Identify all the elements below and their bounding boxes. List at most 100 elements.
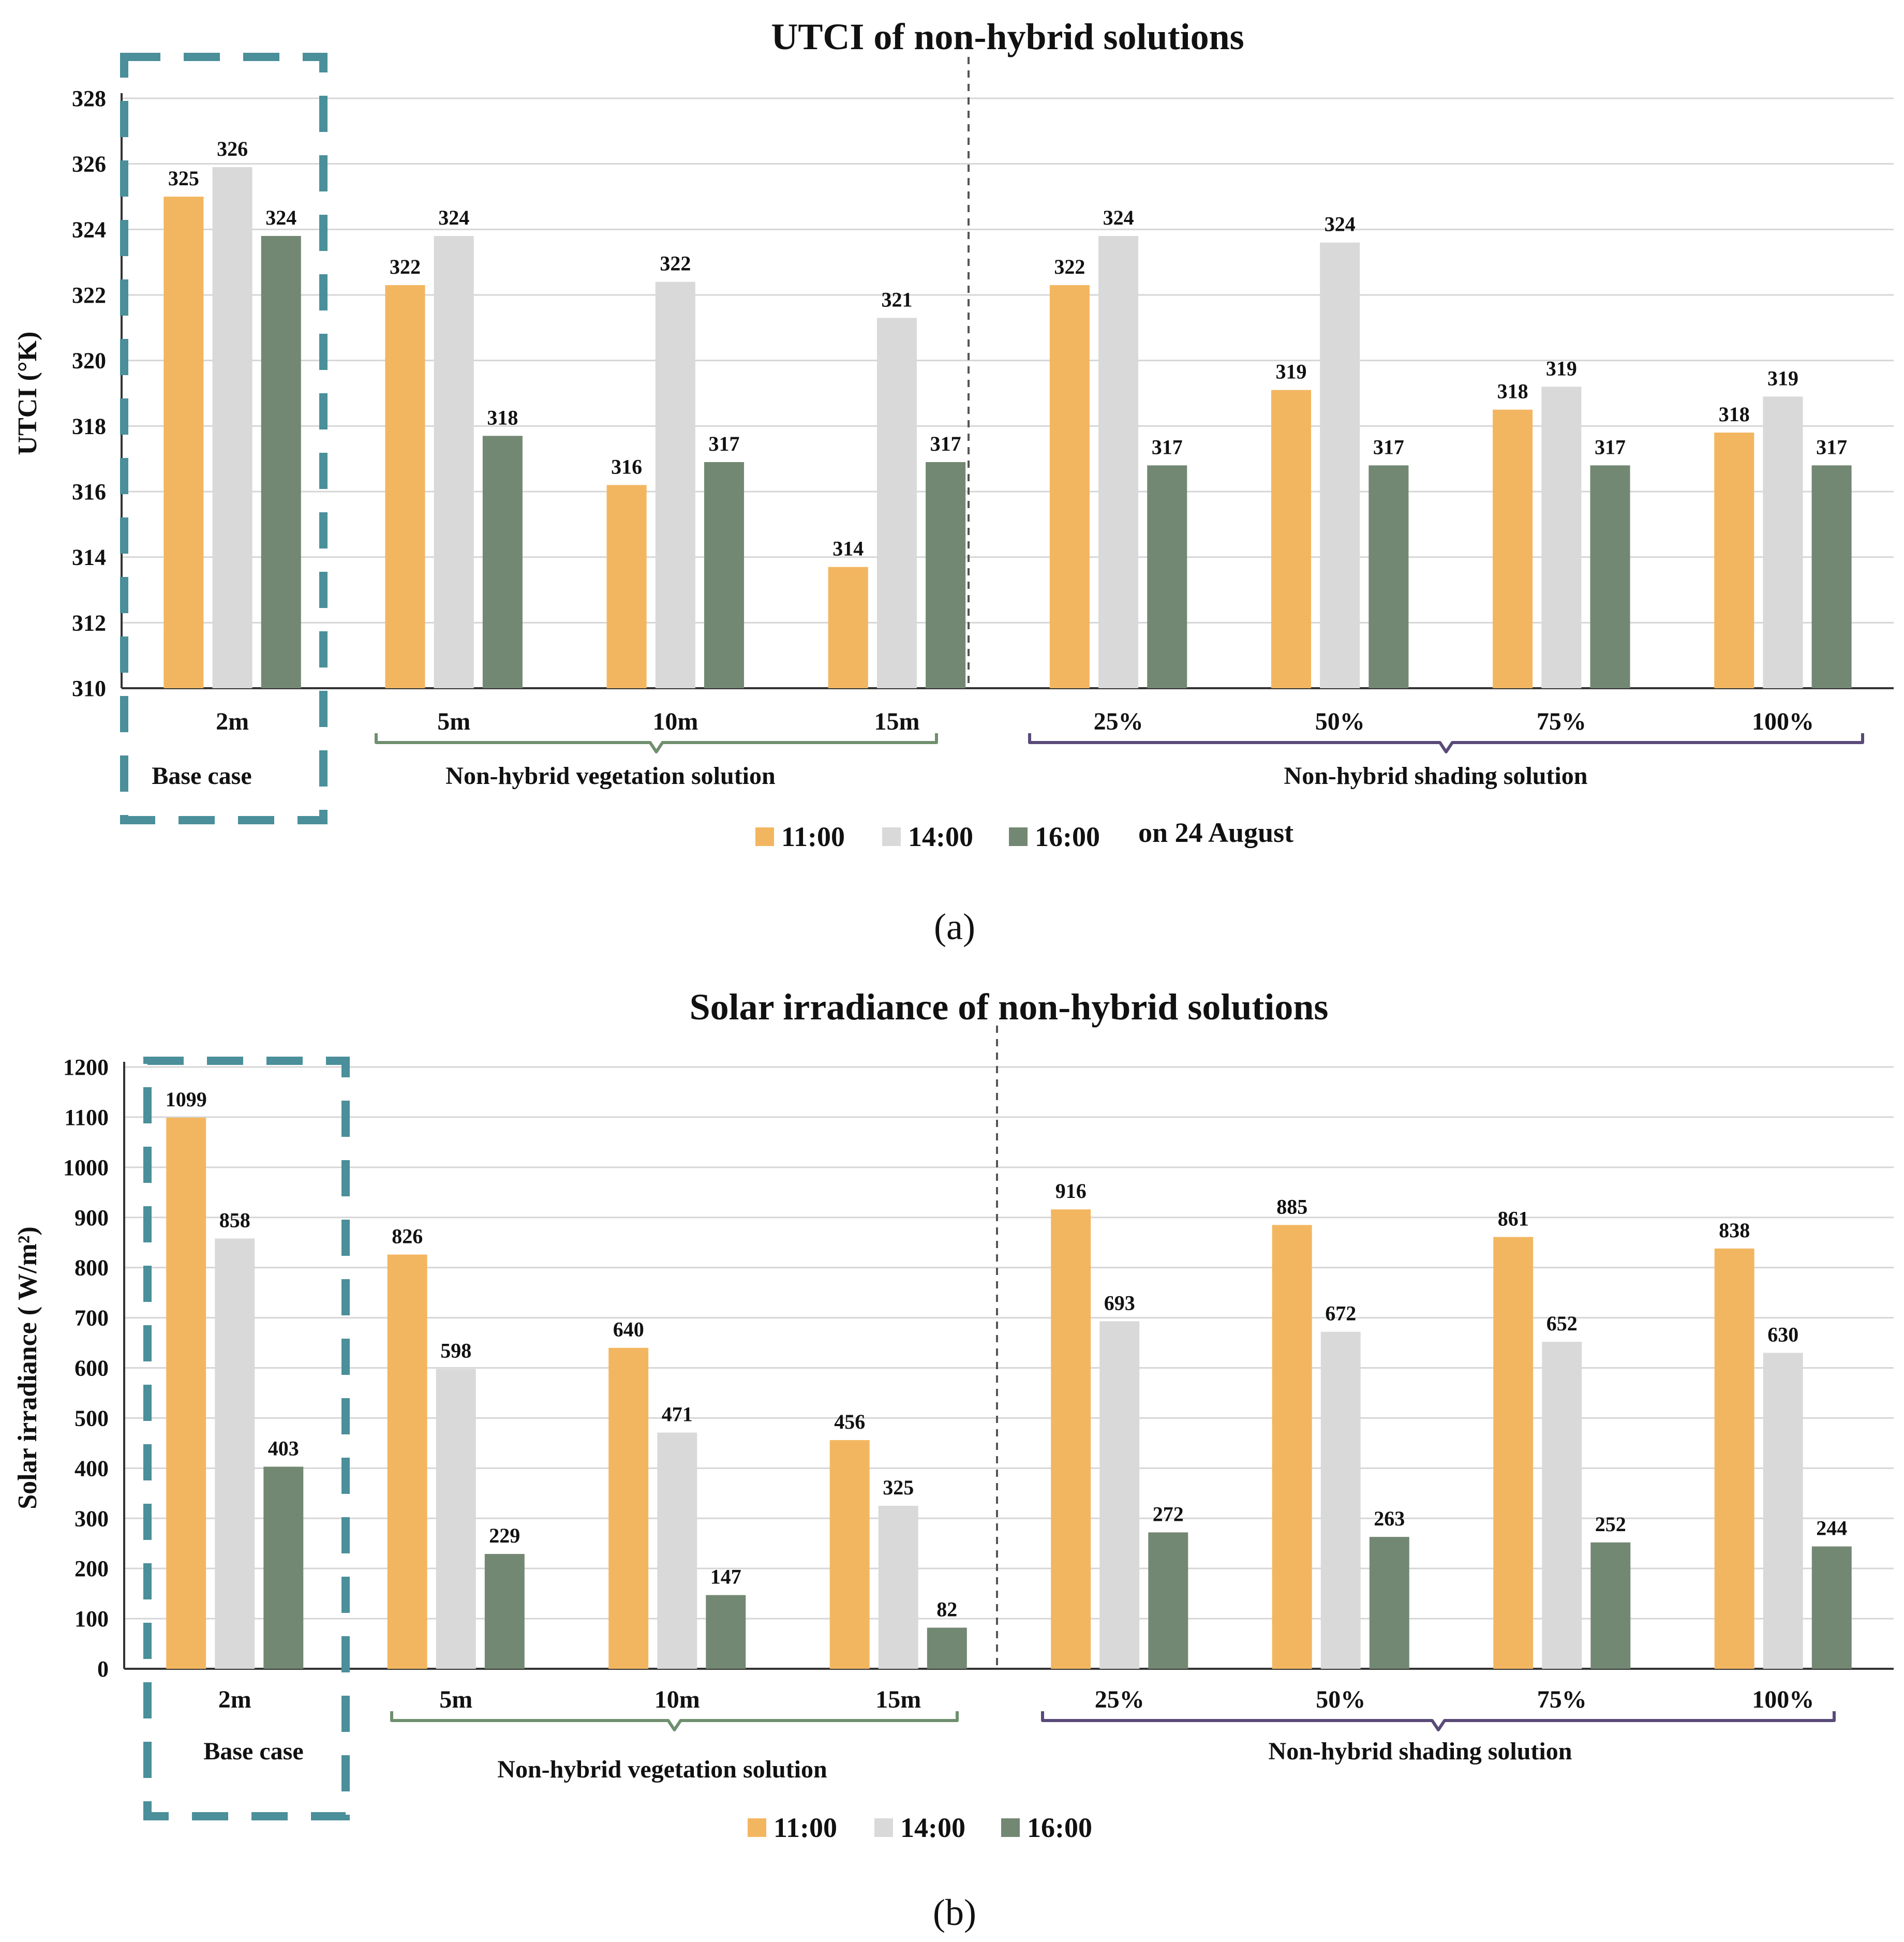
panel-label: (a) [934,906,975,947]
bar-1100-50% [1271,390,1312,688]
data-label: 630 [1767,1323,1798,1346]
bar-1600-75% [1590,465,1630,688]
data-label: 652 [1546,1312,1578,1335]
bar-1100-10m [608,1347,649,1669]
bar-1100-2m [163,197,204,688]
y-tick-label: 600 [75,1356,109,1381]
data-label: 82 [936,1598,957,1621]
data-label: 916 [1055,1179,1087,1203]
bar-1600-2m [263,1466,304,1669]
vegetation-brace [390,1711,959,1731]
x-tick-label: 5m [439,1686,472,1713]
legend-label: 16:00 [1027,1812,1092,1843]
group-label-shading: Non-hybrid shading solution [1284,762,1588,790]
vegetation-brace [375,733,938,753]
data-label: 838 [1719,1219,1750,1242]
group-label-base: Base case [203,1738,303,1765]
bar-1100-75% [1493,1237,1534,1669]
y-tick-label: 300 [75,1506,109,1531]
bar-1600-15m [927,1627,967,1669]
data-label: 317 [1373,435,1404,458]
data-label: 403 [268,1436,299,1460]
data-label: 322 [1054,255,1085,278]
x-tick-label: 15m [875,1686,921,1713]
x-tick-label: 10m [652,708,698,735]
chart-title: Solar irradiance of non-hybrid solutions [690,986,1329,1028]
y-tick-label: 400 [75,1456,109,1481]
bar-1600-100% [1811,1546,1852,1669]
data-label: 325 [168,167,199,190]
bar-1600-2m [261,236,301,688]
bar-1100-15m [829,1440,870,1669]
y-tick-label: 500 [75,1405,109,1431]
data-label: 316 [611,455,642,478]
bar-1600-75% [1590,1542,1631,1669]
legend-note: on 24 August [1138,817,1293,848]
y-tick-label: 200 [75,1556,109,1581]
y-tick-label: 314 [72,545,106,570]
bar-1600-25% [1147,465,1187,688]
y-tick-label: 324 [72,217,106,242]
bar-1400-50% [1320,1331,1361,1669]
x-tick-label: 75% [1537,708,1586,735]
bar-1400-5m [436,1369,476,1669]
y-tick-label: 900 [75,1205,109,1231]
data-label: 324 [1103,206,1134,229]
shading-brace [1041,1711,1836,1731]
data-label: 324 [1325,213,1356,236]
data-label: 317 [930,432,961,455]
bar-1400-10m [657,1432,697,1669]
x-tick-label: 25% [1095,1686,1144,1713]
data-label: 322 [390,255,421,278]
bar-1600-100% [1811,465,1852,688]
bar-1100-25% [1051,1209,1091,1669]
legend-label: 16:00 [1035,821,1100,852]
y-tick-label: 800 [75,1255,109,1281]
data-label: 319 [1546,357,1577,380]
x-tick-label: 5m [437,708,470,735]
bar-1100-25% [1049,285,1090,688]
y-axis-label: UTCI (°K) [13,332,42,455]
bar-1100-50% [1272,1225,1312,1669]
bar-1100-10m [606,485,647,688]
bar-1100-100% [1714,433,1754,688]
legend-swatch-1100 [748,1818,766,1837]
bar-1600-10m [704,462,745,688]
x-tick-label: 2m [216,708,249,735]
group-label-shading: Non-hybrid shading solution [1269,1738,1572,1765]
x-tick-label: 25% [1094,708,1143,735]
data-label: 321 [881,288,912,311]
group-label-base: Base case [152,762,251,790]
bar-1400-75% [1542,1342,1582,1669]
bar-1600-5m [482,436,523,688]
bar-1400-2m [212,167,252,688]
data-label: 1099 [166,1088,207,1111]
data-label: 326 [217,137,248,160]
y-tick-label: 1200 [63,1055,109,1080]
bar-1600-50% [1368,465,1409,688]
y-tick-label: 310 [72,676,106,701]
y-tick-label: 326 [72,152,106,177]
legend-swatch-1100 [755,827,774,846]
x-tick-label: 50% [1315,708,1365,735]
bar-1100-100% [1714,1248,1754,1669]
bar-1400-50% [1320,242,1360,689]
bar-1400-15m [878,1506,918,1669]
bar-1400-5m [434,236,474,688]
bar-1100-75% [1493,409,1533,688]
data-label: 317 [709,432,740,455]
data-label: 885 [1276,1195,1307,1218]
data-label: 325 [883,1476,914,1499]
bar-1400-15m [876,318,917,688]
data-label: 272 [1153,1502,1184,1525]
chart-utci: UTCI of non-hybrid solutions 310 312 314 316… [13,16,1894,947]
group-label-vegetation: Non-hybrid vegetation solution [497,1756,827,1783]
y-tick-label: 100 [75,1606,109,1632]
legend-label: 11:00 [774,1812,837,1843]
group-label-vegetation: Non-hybrid vegetation solution [445,762,775,790]
x-tick-label: 10m [654,1686,700,1713]
data-label: 263 [1374,1507,1405,1530]
data-label: 318 [1719,403,1750,426]
data-label: 471 [662,1403,693,1426]
